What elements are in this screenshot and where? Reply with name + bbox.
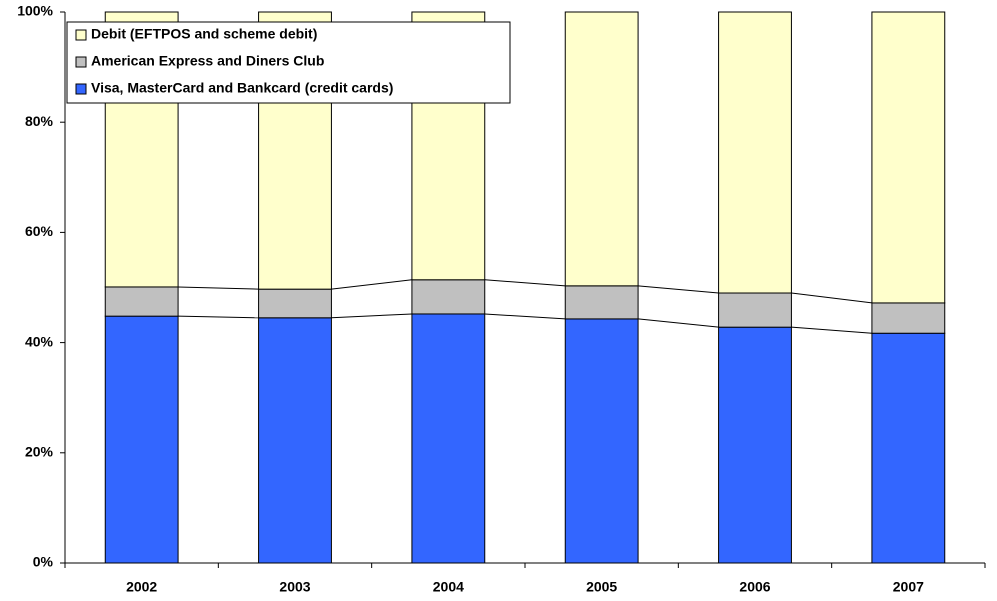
x-tick-label: 2004 bbox=[433, 579, 464, 595]
bar-segment bbox=[718, 292, 792, 328]
y-tick-label: 60% bbox=[25, 223, 54, 239]
legend-label: Visa, MasterCard and Bankcard (credit ca… bbox=[91, 80, 393, 96]
bar-segment bbox=[258, 317, 332, 564]
y-tick-label: 20% bbox=[25, 444, 54, 460]
y-tick-label: 40% bbox=[25, 333, 54, 349]
series-line bbox=[638, 318, 719, 328]
legend-swatch bbox=[75, 56, 87, 68]
bar-segment bbox=[258, 288, 332, 319]
x-tick-label: 2002 bbox=[126, 579, 157, 595]
bar-segment bbox=[718, 11, 792, 294]
series-line bbox=[791, 326, 872, 334]
y-tick-label: 80% bbox=[25, 113, 54, 129]
series-line bbox=[178, 315, 259, 319]
series-line bbox=[638, 285, 719, 294]
bar-segment bbox=[104, 315, 179, 564]
legend-swatch bbox=[75, 29, 87, 41]
y-tick-label: 0% bbox=[33, 554, 54, 570]
bar-segment bbox=[871, 332, 946, 564]
series-line bbox=[178, 286, 259, 290]
bar-segment bbox=[564, 285, 639, 320]
legend-swatch bbox=[75, 83, 87, 95]
bar-segment bbox=[871, 302, 946, 334]
legend-box bbox=[66, 21, 511, 104]
y-tick-label: 100% bbox=[17, 3, 53, 19]
series-line bbox=[484, 313, 566, 320]
x-tick-label: 2007 bbox=[893, 579, 924, 595]
legend-label: Debit (EFTPOS and scheme debit) bbox=[91, 26, 317, 42]
legend-label: American Express and Diners Club bbox=[91, 53, 324, 69]
bar-segment bbox=[104, 286, 179, 317]
x-tick-label: 2005 bbox=[586, 579, 617, 595]
bar-segment bbox=[411, 279, 486, 315]
bar-segment bbox=[564, 318, 639, 564]
x-tick-label: 2006 bbox=[739, 579, 770, 595]
bar-segment bbox=[871, 11, 946, 304]
bar-segment bbox=[718, 326, 792, 564]
x-tick-label: 2003 bbox=[279, 579, 310, 595]
series-line bbox=[331, 313, 412, 319]
bar-segment bbox=[411, 313, 486, 564]
series-line bbox=[791, 292, 872, 304]
series-line bbox=[484, 279, 566, 287]
bar-segment bbox=[564, 11, 639, 287]
series-line bbox=[331, 279, 412, 290]
